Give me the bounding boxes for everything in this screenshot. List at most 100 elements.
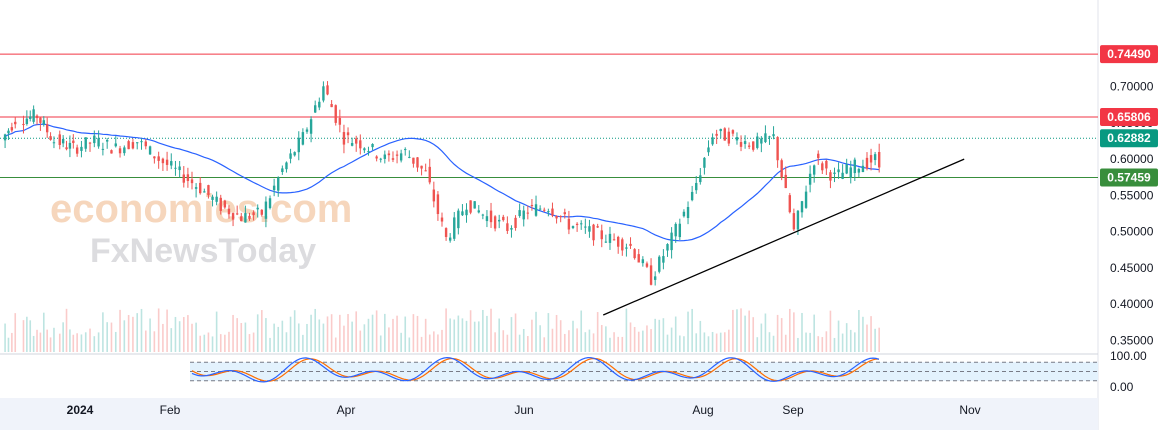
candle-132[interactable] (538, 205, 542, 211)
candle-52[interactable] (211, 194, 214, 207)
candle-175[interactable] (715, 129, 718, 144)
candle-124[interactable] (506, 216, 509, 234)
candle-173[interactable] (707, 140, 710, 156)
candle-68[interactable] (277, 176, 280, 197)
candle-57[interactable] (231, 212, 235, 227)
candle-201[interactable] (821, 161, 824, 174)
candle-86[interactable] (350, 137, 354, 147)
candle-121[interactable] (493, 215, 497, 232)
candle-157[interactable] (641, 256, 645, 267)
candle-56[interactable] (227, 205, 231, 219)
candle-79[interactable] (322, 81, 325, 103)
candle-31[interactable] (123, 145, 126, 156)
candle-1[interactable] (3, 133, 7, 149)
candle-141[interactable] (575, 222, 579, 232)
candle-5[interactable] (22, 115, 25, 134)
candle-140[interactable] (571, 225, 575, 230)
candle-13[interactable] (49, 132, 52, 141)
stochastic-k-line[interactable] (191, 356, 880, 383)
candle-153[interactable] (625, 243, 628, 257)
candle-174[interactable] (711, 133, 714, 146)
candle-66[interactable] (268, 195, 272, 210)
candle-152[interactable] (621, 237, 624, 256)
candle-17[interactable] (65, 140, 68, 151)
candle-108[interactable] (440, 212, 444, 227)
candle-155[interactable] (633, 248, 636, 260)
candle-111[interactable] (453, 212, 456, 241)
candle-61[interactable] (248, 212, 251, 221)
candle-183[interactable] (747, 142, 751, 150)
candle-188[interactable] (768, 135, 771, 145)
candle-102[interactable] (416, 157, 419, 172)
candle-76[interactable] (309, 116, 313, 143)
candle-32[interactable] (127, 139, 130, 150)
candle-194[interactable] (792, 208, 796, 231)
candle-77[interactable] (314, 100, 317, 113)
moving-average-line[interactable] (4, 123, 880, 242)
candle-46[interactable] (186, 167, 190, 188)
candle-81[interactable] (330, 100, 333, 108)
candle-212[interactable] (865, 152, 869, 171)
candle-138[interactable] (563, 208, 566, 219)
candle-213[interactable] (869, 148, 873, 171)
candle-135[interactable] (551, 202, 554, 218)
candle-166[interactable] (678, 218, 682, 241)
candle-171[interactable] (699, 168, 702, 185)
candle-193[interactable] (788, 192, 792, 214)
candle-182[interactable] (743, 135, 747, 149)
candle-184[interactable] (752, 141, 755, 152)
candle-110[interactable] (448, 233, 452, 243)
candle-117[interactable] (477, 205, 480, 214)
candle-149[interactable] (608, 226, 612, 250)
candle-136[interactable] (555, 215, 558, 224)
candle-49[interactable] (199, 177, 202, 195)
candle-178[interactable] (727, 127, 731, 147)
candle-23[interactable] (88, 141, 92, 152)
candle-160[interactable] (653, 271, 657, 286)
candle-154[interactable] (629, 237, 632, 249)
candle-92[interactable] (375, 155, 378, 162)
candle-59[interactable] (240, 212, 243, 222)
candle-185[interactable] (756, 132, 759, 150)
candle-42[interactable] (170, 153, 173, 170)
candle-122[interactable] (497, 214, 501, 229)
candle-71[interactable] (289, 148, 292, 164)
candle-113[interactable] (461, 204, 464, 217)
candle-205[interactable] (837, 162, 840, 179)
candle-203[interactable] (829, 169, 832, 189)
trendline[interactable] (602, 158, 965, 316)
candle-214[interactable] (873, 151, 877, 166)
candle-131[interactable] (534, 195, 538, 217)
candle-163[interactable] (666, 243, 669, 257)
candle-104[interactable] (424, 163, 427, 172)
candle-109[interactable] (444, 227, 448, 241)
candle-14[interactable] (52, 136, 56, 149)
candle-98[interactable] (399, 149, 403, 163)
candle-10[interactable] (39, 117, 42, 131)
candle-130[interactable] (530, 199, 534, 211)
candle-164[interactable] (670, 227, 673, 259)
candle-18[interactable] (68, 135, 72, 158)
candle-67[interactable] (272, 178, 276, 197)
candle-62[interactable] (252, 210, 255, 221)
candle-34[interactable] (136, 142, 139, 150)
candle-197[interactable] (804, 185, 808, 209)
candle-161[interactable] (658, 255, 661, 274)
candle-215[interactable] (877, 143, 881, 173)
candle-82[interactable] (334, 104, 337, 126)
candle-146[interactable] (596, 223, 599, 229)
candle-48[interactable] (194, 183, 198, 198)
stochastic-oscillator[interactable] (190, 356, 1098, 383)
candle-209[interactable] (853, 157, 857, 181)
candle-12[interactable] (45, 117, 49, 138)
candle-103[interactable] (420, 165, 423, 176)
candle-165[interactable] (674, 222, 677, 243)
candle-63[interactable] (256, 204, 259, 218)
candle-147[interactable] (600, 224, 603, 248)
candle-8[interactable] (32, 105, 35, 124)
candle-65[interactable] (264, 196, 268, 228)
candle-4[interactable] (14, 116, 17, 129)
candle-35[interactable] (140, 138, 143, 150)
candle-6[interactable] (25, 110, 29, 126)
candle-78[interactable] (318, 97, 321, 111)
